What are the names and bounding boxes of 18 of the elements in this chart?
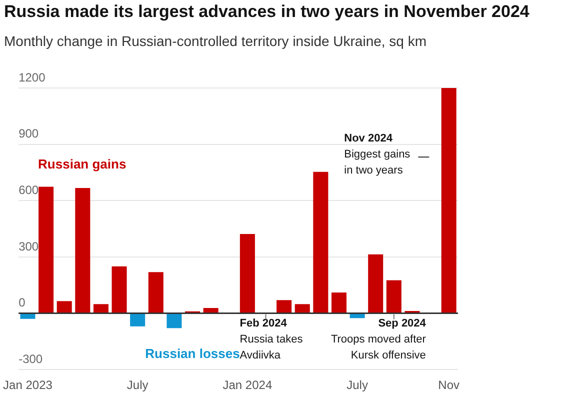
annotation: Sep 2024 Troops moved after Kursk offensive [330,318,427,362]
y-tick-label: -300 [18,352,43,366]
x-tick-label: Jan 2023 [3,378,53,392]
y-tick-label: 600 [18,182,39,197]
y-tick-label: 1200 [18,70,46,84]
x-tick-label: July [346,378,368,392]
series-label: Russian gains [38,156,126,172]
y-tick-label: 300 [18,239,39,254]
x-tick-label: Jan 2024 [222,378,272,392]
x-tick-label: July [126,378,148,392]
chart-title: Russia made its largest advances in two years in November 2024 [4,2,530,22]
y-tick-label: 900 [18,126,39,141]
annotation: Nov 2024 Biggest gains in two years [344,132,411,177]
x-tick-label: Nov [438,378,460,392]
annotation: Feb 2024 Russia takes Avdiivka [240,318,304,362]
series-label: Russian losses [145,346,240,362]
y-tick-label: 0 [18,296,26,310]
chart-subtitle: Monthly change in Russian-controlled territory inside Ukraine, sq km [4,33,427,49]
